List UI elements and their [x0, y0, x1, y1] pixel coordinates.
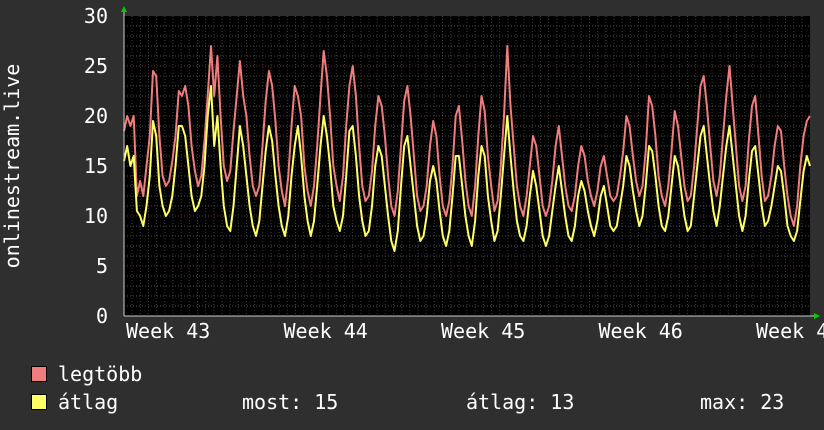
y-tick-label: 10	[84, 204, 108, 228]
x-tick-label: Week 4	[756, 319, 824, 343]
x-tick-label: Week 46	[599, 319, 683, 343]
x-tick-label: Week 44	[284, 319, 368, 343]
series-line-max	[123, 45, 811, 227]
x-axis-arrow	[814, 313, 820, 319]
legend-swatch-avg	[31, 394, 47, 410]
legend-label-avg: átlag	[58, 390, 119, 414]
series-line-avg	[123, 85, 811, 252]
x-tick-label: Week 43	[126, 319, 210, 343]
chart: 0 5 10 15 20 25 30 Week 43 Week 44 Week 45 Week 46…	[0, 4, 824, 343]
y-axis-arrow	[121, 6, 127, 12]
y-tick-label: 15	[84, 154, 108, 178]
stat-max: max: 23	[700, 390, 785, 414]
y-axis-label: onlinestream.live	[0, 64, 24, 269]
y-tick-label: 20	[84, 104, 108, 128]
chart-svg: 0 5 10 15 20 25 30 Week 43 Week 44 Week 45 Week 46…	[0, 4, 824, 343]
y-tick-label: 30	[84, 4, 108, 28]
stat-now: most: 15	[242, 390, 339, 414]
y-tick-label: 5	[96, 254, 108, 278]
stat-avg: átlag: 13	[466, 390, 575, 414]
y-tick-label: 0	[96, 304, 108, 328]
x-tick-label: Week 45	[441, 319, 525, 343]
legend-swatch-max	[31, 366, 47, 382]
legend-label-max: legtöbb	[58, 362, 143, 386]
y-tick-label: 25	[84, 54, 108, 78]
